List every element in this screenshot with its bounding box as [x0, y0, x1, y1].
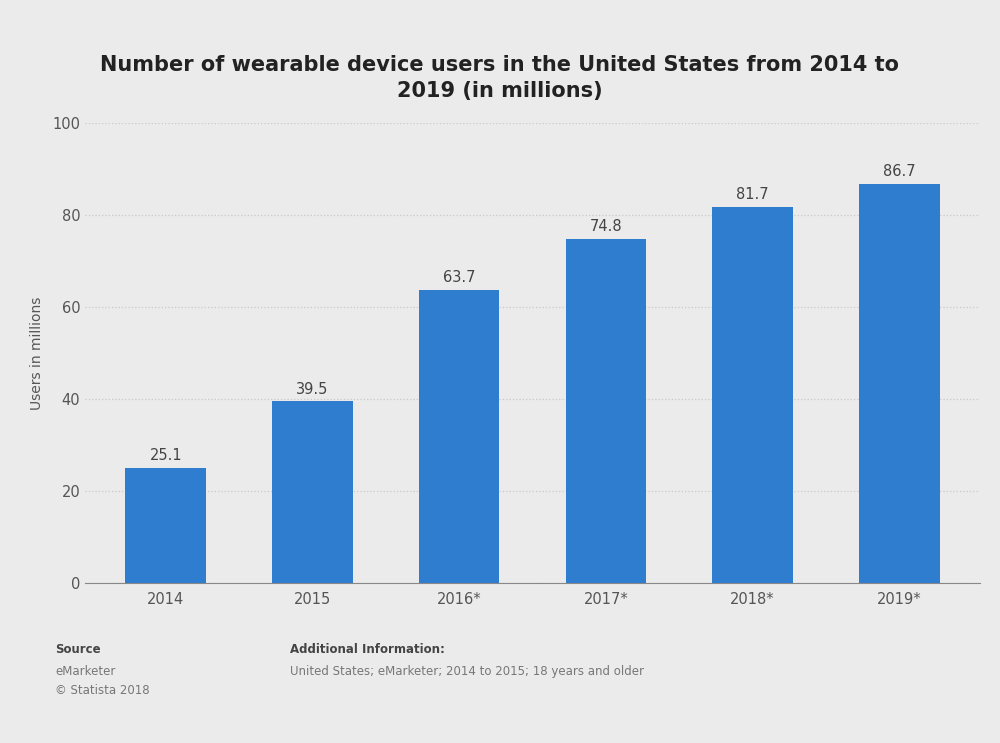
Bar [566, 239, 646, 583]
Text: Additional Information:: Additional Information: [290, 643, 445, 655]
Text: © Statista 2018: © Statista 2018 [55, 684, 150, 696]
Text: Source: Source [55, 643, 101, 655]
Text: 81.7: 81.7 [736, 187, 769, 202]
Y-axis label: Users in millions: Users in millions [30, 296, 44, 409]
Text: United States; eMarketer; 2014 to 2015; 18 years and older: United States; eMarketer; 2014 to 2015; … [290, 665, 644, 678]
Text: 25.1: 25.1 [149, 448, 182, 463]
Bar [125, 467, 206, 583]
Text: Number of wearable device users in the United States from 2014 to
2019 (in milli: Number of wearable device users in the U… [100, 55, 900, 101]
Text: 74.8: 74.8 [590, 219, 622, 234]
Bar [859, 184, 940, 583]
Bar [272, 401, 353, 583]
Bar [712, 207, 793, 583]
Bar [419, 290, 499, 583]
Text: 86.7: 86.7 [883, 164, 916, 179]
Text: 63.7: 63.7 [443, 270, 475, 285]
Text: 39.5: 39.5 [296, 382, 329, 397]
Text: eMarketer: eMarketer [55, 665, 115, 678]
